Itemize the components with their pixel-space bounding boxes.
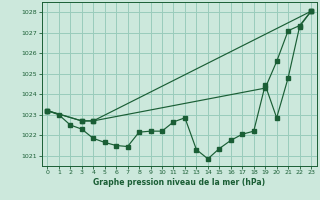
X-axis label: Graphe pression niveau de la mer (hPa): Graphe pression niveau de la mer (hPa) xyxy=(93,178,265,187)
